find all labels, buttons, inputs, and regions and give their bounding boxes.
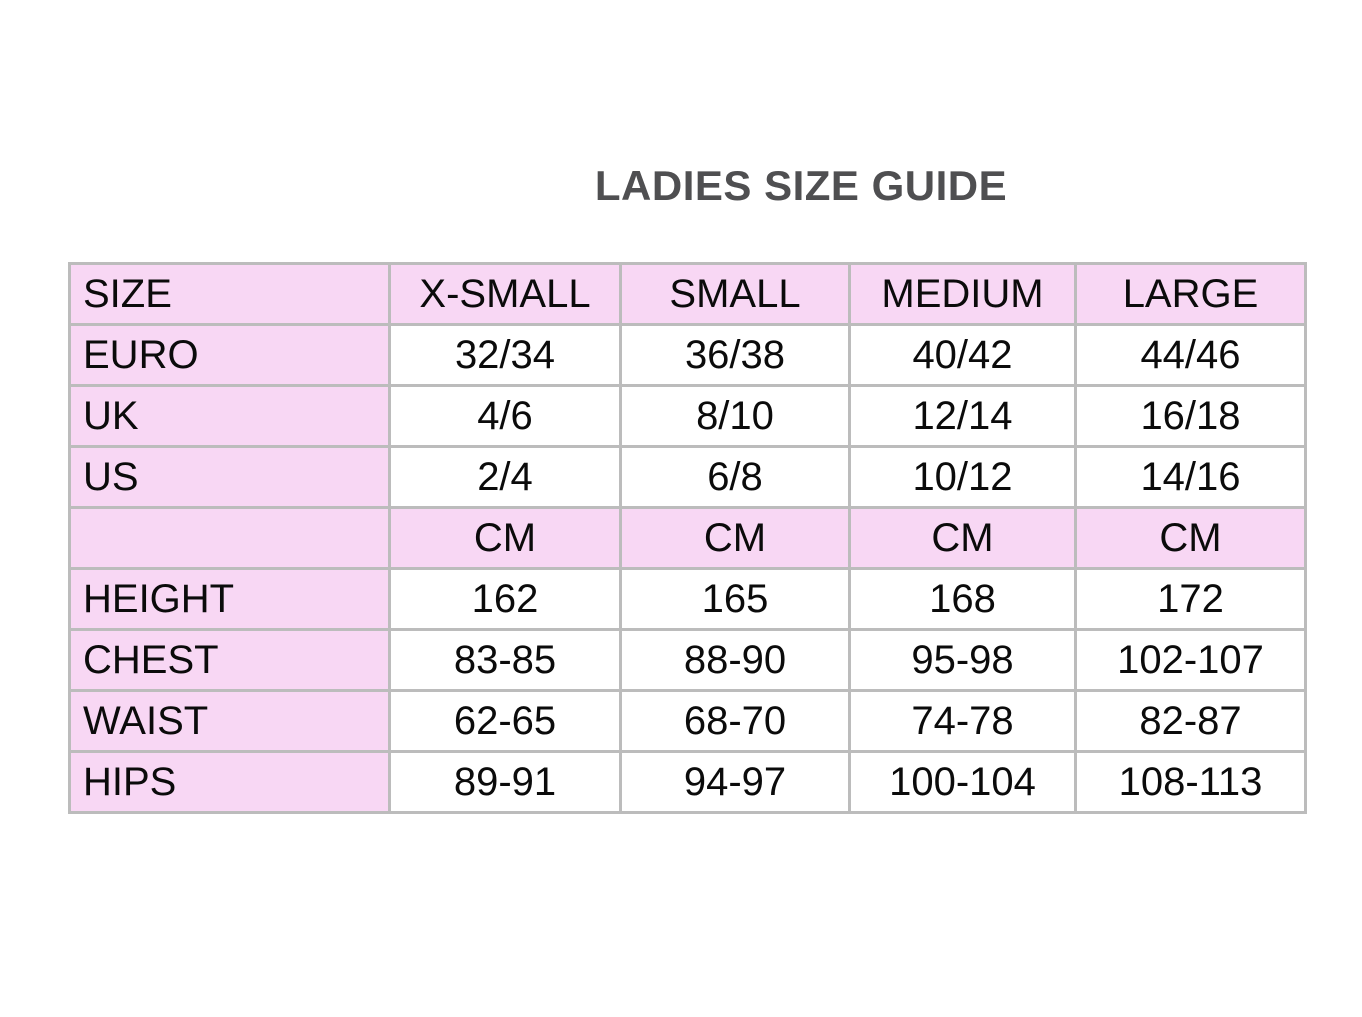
value-cell: 36/38 xyxy=(619,323,851,387)
row-label-cell: UK xyxy=(68,384,391,448)
table-row-us: US 2/4 6/8 10/12 14/16 xyxy=(68,445,1307,509)
value-cell: 44/46 xyxy=(1074,323,1307,387)
value-cell: 168 xyxy=(848,567,1077,631)
row-label-cell: WAIST xyxy=(68,689,391,753)
value-cell: 14/16 xyxy=(1074,445,1307,509)
size-guide-table: SIZE X-SMALL SMALL MEDIUM LARGE EURO 32/… xyxy=(68,262,1307,814)
unit-cell: CM xyxy=(619,506,851,570)
value-cell: 4/6 xyxy=(388,384,622,448)
value-cell: 2/4 xyxy=(388,445,622,509)
header-cell-small: SMALL xyxy=(619,262,851,326)
value-cell: 8/10 xyxy=(619,384,851,448)
value-cell: 68-70 xyxy=(619,689,851,753)
value-cell: 89-91 xyxy=(388,750,622,814)
table-row-height: HEIGHT 162 165 168 172 xyxy=(68,567,1307,631)
header-cell-medium: MEDIUM xyxy=(848,262,1077,326)
unit-cell: CM xyxy=(848,506,1077,570)
row-label-cell: HEIGHT xyxy=(68,567,391,631)
value-cell: 95-98 xyxy=(848,628,1077,692)
value-cell: 100-104 xyxy=(848,750,1077,814)
row-label-cell: CHEST xyxy=(68,628,391,692)
table-row-units-cm: CM CM CM CM xyxy=(68,506,1307,570)
value-cell: 16/18 xyxy=(1074,384,1307,448)
value-cell: 162 xyxy=(388,567,622,631)
value-cell: 108-113 xyxy=(1074,750,1307,814)
value-cell: 102-107 xyxy=(1074,628,1307,692)
value-cell: 12/14 xyxy=(848,384,1077,448)
row-label-cell: US xyxy=(68,445,391,509)
table-row-chest: CHEST 83-85 88-90 95-98 102-107 xyxy=(68,628,1307,692)
value-cell: 83-85 xyxy=(388,628,622,692)
row-label-cell: HIPS xyxy=(68,750,391,814)
value-cell: 74-78 xyxy=(848,689,1077,753)
header-cell-large: LARGE xyxy=(1074,262,1307,326)
value-cell: 165 xyxy=(619,567,851,631)
unit-cell: CM xyxy=(1074,506,1307,570)
table-row-hips: HIPS 89-91 94-97 100-104 108-113 xyxy=(68,750,1307,814)
value-cell: 88-90 xyxy=(619,628,851,692)
value-cell: 6/8 xyxy=(619,445,851,509)
value-cell: 172 xyxy=(1074,567,1307,631)
unit-cell: CM xyxy=(388,506,622,570)
table-row-uk: UK 4/6 8/10 12/14 16/18 xyxy=(68,384,1307,448)
value-cell: 10/12 xyxy=(848,445,1077,509)
value-cell: 94-97 xyxy=(619,750,851,814)
row-label-cell xyxy=(68,506,391,570)
table-row-waist: WAIST 62-65 68-70 74-78 82-87 xyxy=(68,689,1307,753)
value-cell: 32/34 xyxy=(388,323,622,387)
table-row-euro: EURO 32/34 36/38 40/42 44/46 xyxy=(68,323,1307,387)
header-cell-xsmall: X-SMALL xyxy=(388,262,622,326)
page-title: LADIES SIZE GUIDE xyxy=(594,162,1008,209)
table-header-row: SIZE X-SMALL SMALL MEDIUM LARGE xyxy=(68,262,1307,326)
value-cell: 40/42 xyxy=(848,323,1077,387)
value-cell: 82-87 xyxy=(1074,689,1307,753)
header-cell-size: SIZE xyxy=(68,262,391,326)
value-cell: 62-65 xyxy=(388,689,622,753)
row-label-cell: EURO xyxy=(68,323,391,387)
